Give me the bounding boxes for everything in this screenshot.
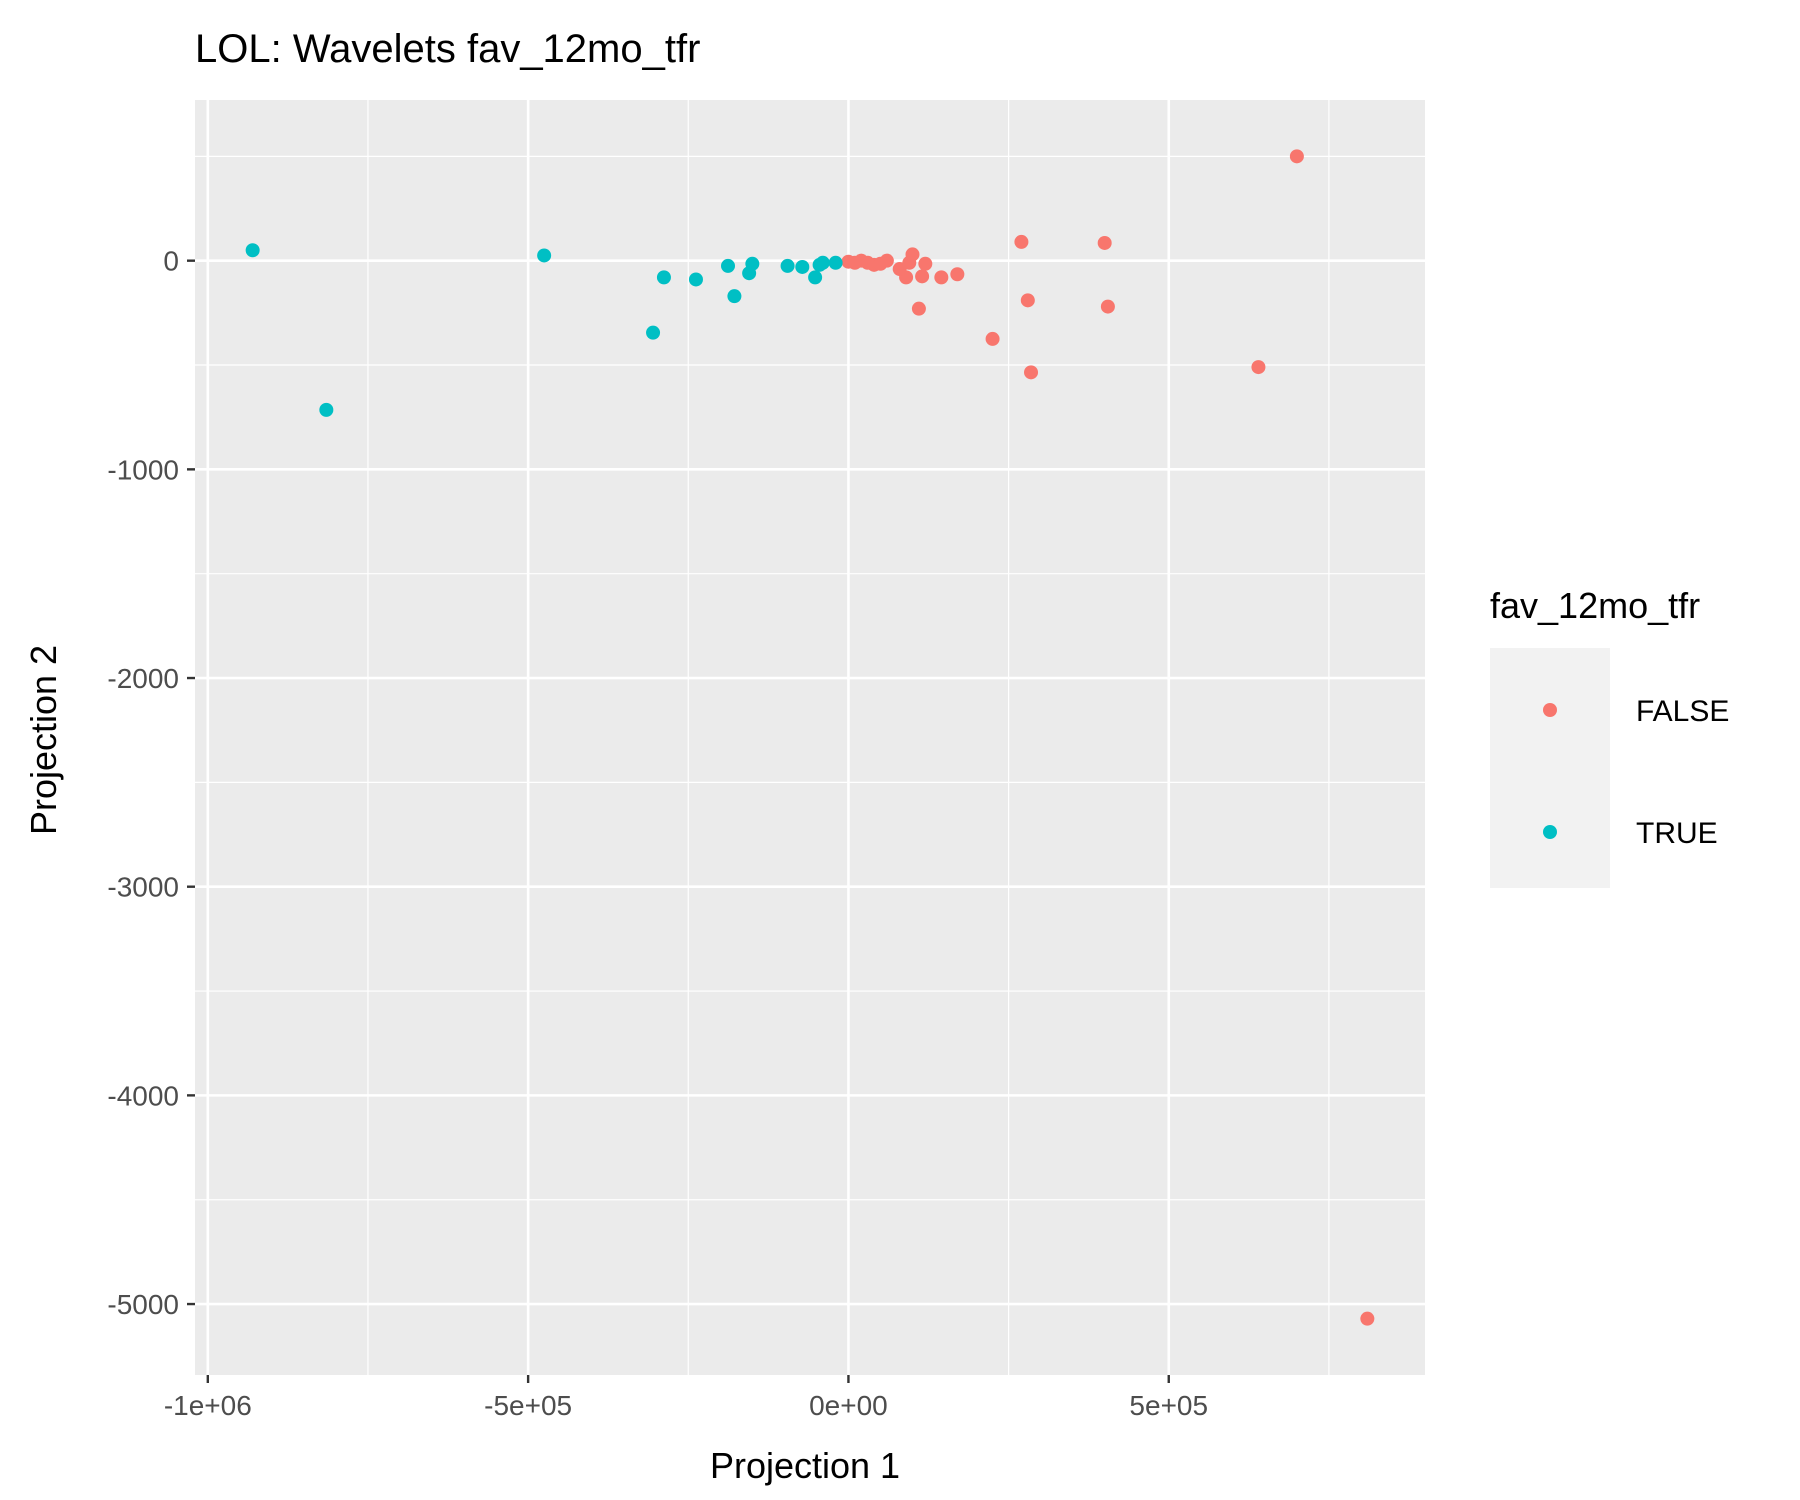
legend-title: fav_12mo_tfr (1490, 585, 1700, 626)
data-point-true (828, 255, 843, 270)
data-point-false (873, 256, 888, 271)
data-point-true (795, 259, 810, 274)
legend-key-background (1490, 648, 1610, 888)
x-axis-ticks: -1e+06 -5e+05 0e+00 5e+05 (164, 1375, 1208, 1421)
x-tick-label: 5e+05 (1129, 1390, 1208, 1421)
data-point-false (1251, 360, 1266, 375)
legend-label-true: TRUE (1636, 817, 1718, 850)
legend-key-true (1543, 825, 1557, 839)
data-point-false (934, 270, 949, 285)
y-axis-ticks: 0 -1000 -2000 -3000 -4000 -5000 (107, 246, 195, 1320)
y-tick-label: -4000 (107, 1080, 179, 1111)
data-point-false (915, 269, 930, 284)
y-tick-label: -5000 (107, 1289, 179, 1320)
data-point-false (1100, 299, 1115, 314)
data-point-true (808, 270, 823, 285)
chart-title: LOL: Wavelets fav_12mo_tfr (195, 27, 700, 71)
data-point-true (656, 270, 671, 285)
data-point-false (1097, 235, 1112, 250)
legend-key-false (1543, 703, 1557, 717)
data-point-false (918, 256, 933, 271)
x-tick-label: -1e+06 (164, 1390, 252, 1421)
x-tick-label: 0e+00 (809, 1390, 888, 1421)
y-tick-label: 0 (163, 246, 179, 277)
data-point-false (911, 301, 926, 316)
data-point-true (245, 243, 260, 258)
data-point-false (1020, 293, 1035, 308)
data-point-false (1289, 149, 1304, 164)
data-point-false (1360, 1311, 1375, 1326)
data-point-true (780, 258, 795, 273)
data-point-true (319, 402, 334, 417)
y-axis-title: Projection 2 (23, 645, 64, 835)
data-point-false (985, 331, 1000, 346)
plot-panel (195, 100, 1425, 1375)
data-point-true (646, 325, 661, 340)
data-point-true (537, 248, 552, 263)
legend-label-false: FALSE (1636, 695, 1729, 728)
y-tick-label: -1000 (107, 454, 179, 485)
y-tick-label: -2000 (107, 663, 179, 694)
x-axis-title: Projection 1 (710, 1445, 900, 1486)
data-point-true (688, 272, 703, 287)
data-point-true (815, 255, 830, 270)
x-tick-label: -5e+05 (484, 1390, 572, 1421)
data-point-false (902, 255, 917, 270)
data-point-true (727, 289, 742, 304)
data-point-false (950, 267, 965, 282)
y-tick-label: -3000 (107, 872, 179, 903)
grid-lines (195, 100, 1425, 1375)
data-point-false (841, 254, 856, 269)
data-point-true (721, 258, 735, 273)
data-point-false (1014, 234, 1029, 249)
data-points (245, 149, 1375, 1326)
data-point-false (1024, 365, 1039, 380)
legend: fav_12mo_tfr FALSE TRUE (1490, 585, 1729, 888)
data-point-true (745, 256, 760, 271)
